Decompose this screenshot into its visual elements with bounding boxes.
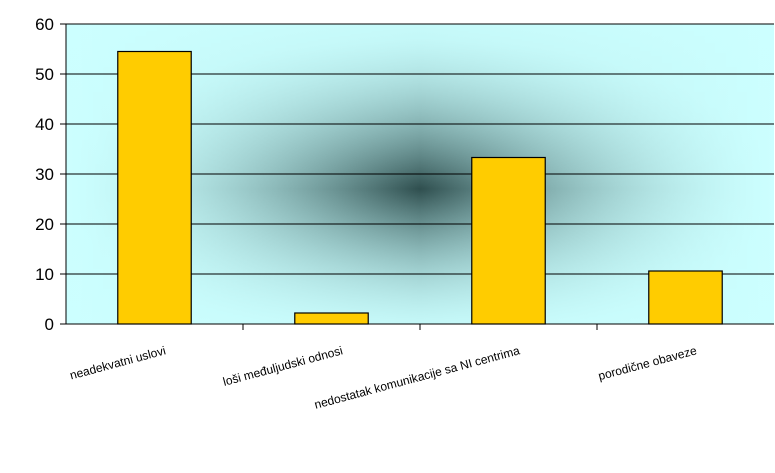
y-tick-labels: 0 10 20 30 40 50 60 [35,15,54,334]
y-tick-label: 30 [35,165,54,184]
y-tick-label: 60 [35,15,54,34]
category-label: neadekvatni uslovi [68,343,167,382]
y-tick-label: 10 [35,265,54,284]
bar-2 [294,312,369,325]
y-tick-label: 40 [35,115,54,134]
bar-1 [117,50,192,325]
y-tick-label: 0 [45,315,54,334]
category-label: loši međuljudski odnosi [221,343,344,388]
axes [60,23,774,330]
bar-3 [471,156,546,325]
y-tick-label: 20 [35,215,54,234]
category-label: porodične obaveze [597,343,699,383]
y-tick-label: 50 [35,65,54,84]
category-label: nedostatak komunikacije sa NI centrima [313,343,522,412]
bars [117,50,723,325]
category-labels: neadekvatni uslovi loši međuljudski odnos… [68,343,698,412]
bar-4 [648,270,723,325]
